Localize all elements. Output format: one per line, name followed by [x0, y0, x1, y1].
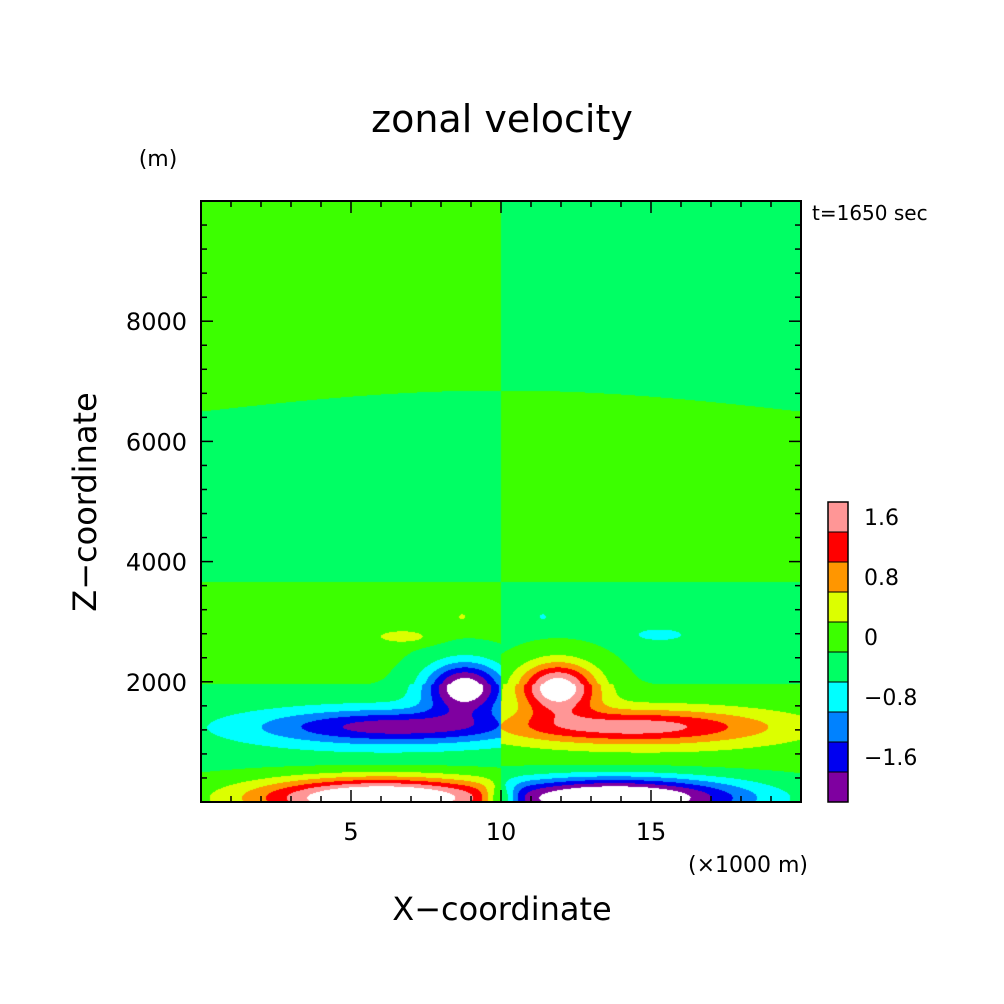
- x-unit-label: (×1000 m): [688, 853, 808, 878]
- colorbar-swatch: [828, 562, 848, 592]
- y-tick-label: 8000: [126, 308, 187, 336]
- y-axis-label: Z−coordinate: [66, 392, 104, 611]
- axis-ticks: [201, 201, 801, 802]
- y-unit-label: (m): [139, 147, 178, 172]
- time-label: t=1650 sec: [812, 201, 928, 225]
- colorbar-swatch: [828, 502, 848, 532]
- chart-title: zonal velocity: [371, 97, 633, 141]
- colorbar-swatch: [828, 622, 848, 652]
- plot-area: [200, 200, 802, 803]
- contour-field: [201, 201, 801, 802]
- x-axis-label: X−coordinate: [392, 890, 611, 928]
- colorbar-swatch: [828, 772, 848, 802]
- colorbar-swatch: [828, 532, 848, 562]
- colorbar-swatch: [828, 592, 848, 622]
- y-tick-label: 6000: [126, 428, 187, 456]
- colorbar-tick-label: 0: [864, 626, 878, 651]
- y-tick-label: 4000: [126, 549, 187, 577]
- colorbar-tick-label: 0.8: [864, 566, 899, 591]
- colorbar-swatch: [828, 742, 848, 772]
- x-tick-label: 10: [486, 818, 517, 846]
- colorbar-swatch: [828, 682, 848, 712]
- x-tick-label: 5: [343, 818, 358, 846]
- colorbar-tick-label: 1.6: [864, 506, 899, 531]
- y-tick-label: 2000: [126, 669, 187, 697]
- colorbar-tick-label: −1.6: [864, 746, 917, 771]
- colorbar-swatch: [828, 712, 848, 742]
- colorbar-tick-label: −0.8: [864, 686, 917, 711]
- colorbar: −1.6 −0.8 0 0.8 1.6: [827, 501, 917, 803]
- tick-labels: 5 10 15 2000 4000 6000 8000: [126, 308, 666, 846]
- colorbar-swatch: [828, 652, 848, 682]
- x-tick-label: 15: [636, 818, 667, 846]
